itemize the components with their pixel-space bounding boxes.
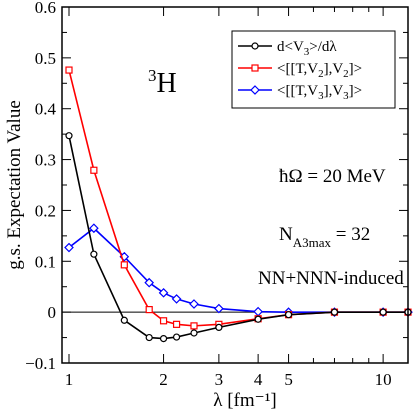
data-point	[144, 277, 155, 288]
legend-label: <[[T,V3],V3]>	[277, 83, 362, 102]
data-point	[120, 261, 128, 269]
x-axis-title: λ [fm⁻¹]	[213, 390, 276, 411]
data-point	[172, 320, 181, 328]
legend-swatch-marker	[251, 64, 259, 72]
data-point	[214, 303, 224, 314]
legend: d<V3>/dλ <[[T,V2],V2]> <[[T,V3],V3]>	[231, 30, 396, 109]
data-point	[172, 333, 181, 341]
data-point	[330, 308, 339, 316]
legend-swatch-marker	[250, 85, 260, 95]
y-axis-title: g.s. Expectation Value	[4, 100, 25, 270]
data-point	[145, 306, 153, 314]
y-tick-label: 0.6	[35, 0, 56, 17]
data-point	[158, 287, 169, 298]
data-point	[90, 250, 98, 258]
data-point	[379, 308, 387, 316]
data-point	[65, 66, 73, 74]
data-point	[65, 132, 73, 140]
y-tick-label: 0	[48, 303, 57, 322]
x-ticks: 1 2 3 4 5 10	[65, 7, 392, 389]
annotation-hbar-omega: ħΩ = 20 MeV	[279, 166, 386, 187]
legend-label: d<V3>/dλ	[277, 39, 337, 58]
data-point	[253, 306, 263, 317]
legend-label: <[[T,V2],V2]>	[277, 61, 362, 80]
x-tick-label: 4	[254, 370, 263, 389]
legend-box	[231, 30, 396, 109]
y-tick-label: 0.1	[35, 252, 56, 271]
series-group	[65, 132, 412, 343]
data-point	[90, 166, 98, 174]
x-tick-label: 10	[375, 370, 392, 389]
legend-swatch-marker	[251, 42, 259, 50]
data-point	[190, 329, 198, 337]
data-point	[159, 317, 168, 325]
annotation-nucleus: 3H	[148, 66, 177, 99]
data-point	[159, 334, 168, 343]
data-point	[171, 294, 182, 304]
y-tick-label: 0.3	[35, 151, 56, 170]
annotation-nmax: NA3max = 32	[279, 224, 370, 250]
data-point	[254, 315, 262, 323]
data-point	[145, 333, 153, 342]
data-point	[215, 323, 223, 331]
plot-frame: −0.1 0 0.1 0.2 0.3 0.4 0.5 0.6 1 2 3 4 5 10	[25, 0, 413, 389]
data-point	[120, 316, 128, 324]
data-point	[64, 242, 74, 253]
x-tick-label: 1	[65, 370, 74, 389]
y-tick-label: 0.5	[35, 49, 56, 68]
data-point	[284, 311, 293, 319]
x-tick-label: 5	[284, 370, 293, 389]
data-point	[190, 322, 198, 330]
x-tick-label: 2	[159, 370, 168, 389]
plot-area-border	[61, 6, 409, 364]
annotation-interaction: NN+NNN-induced	[258, 268, 404, 289]
x-tick-label: 3	[215, 370, 224, 389]
y-tick-label: 0.2	[35, 201, 56, 220]
data-point	[189, 299, 199, 309]
y-tick-label: 0.4	[35, 100, 57, 119]
y-ticks: −0.1 0 0.1 0.2 0.3 0.4 0.5 0.6	[25, 0, 408, 373]
data-point	[89, 223, 99, 234]
y-tick-label: −0.1	[25, 354, 56, 373]
